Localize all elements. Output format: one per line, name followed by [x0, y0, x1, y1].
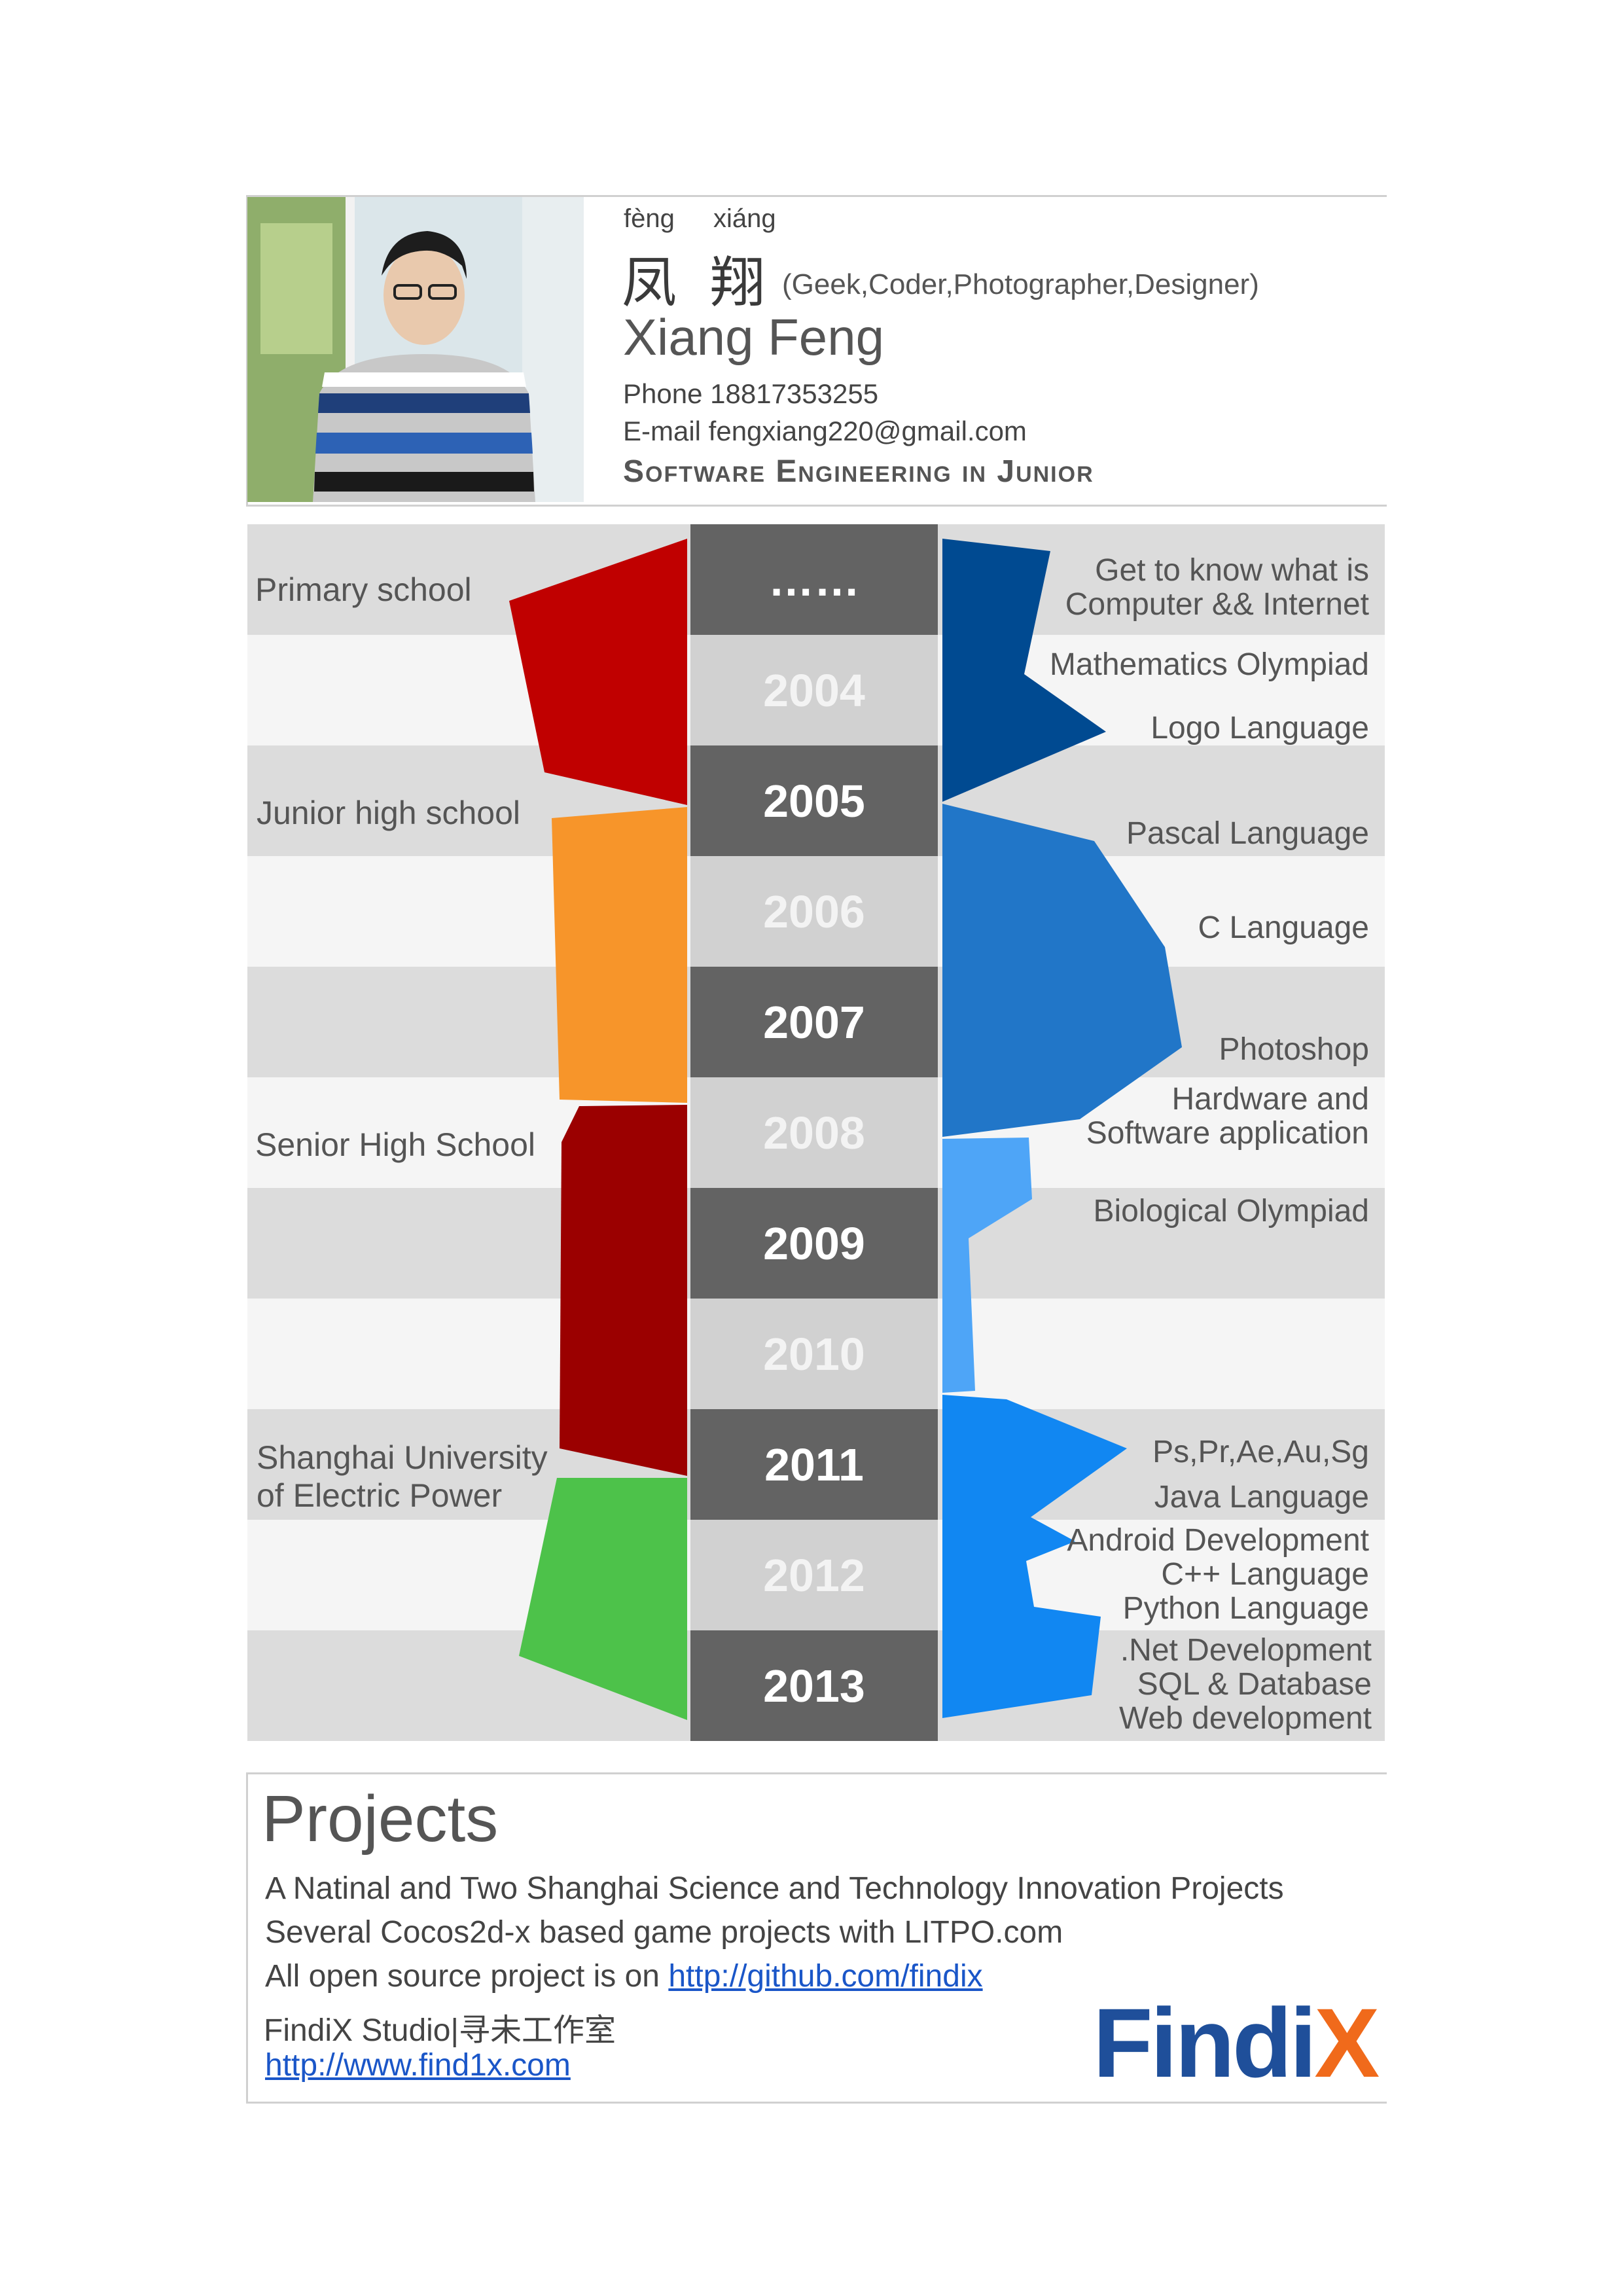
major-text: Software Engineering in Junior	[623, 454, 1094, 489]
education-label: Shanghai University of Electric Power	[257, 1439, 548, 1514]
year-cell: 2004	[690, 635, 938, 745]
education-shape-senior	[560, 1105, 687, 1476]
skill-label: Pascal Language	[1126, 816, 1369, 851]
skill-label: Biological Olympiad	[1093, 1194, 1369, 1229]
portrait-image	[247, 197, 584, 502]
name-cn-1: 凤	[622, 251, 677, 315]
logo-left: Findi	[1093, 1988, 1317, 2098]
skill-label: Java Language	[1154, 1480, 1369, 1515]
year-cell: 2006	[690, 856, 938, 967]
year-cell: 2005	[690, 745, 938, 856]
year-cell: ……	[690, 524, 938, 635]
github-line: All open source project is on http://git…	[265, 1958, 983, 1994]
year-cell: 2013	[690, 1630, 938, 1741]
skill-label: Mathematics Olympiad	[1049, 647, 1369, 682]
education-label: Primary school	[255, 571, 472, 608]
phone-text: Phone 18817353255	[623, 378, 879, 409]
project-line: Several Cocos2d-x based game projects wi…	[265, 1915, 1063, 1950]
logo-right: X	[1314, 1988, 1380, 2098]
education-label: Senior High School	[255, 1126, 536, 1163]
projects-section	[246, 1772, 1387, 2104]
year-cell: 2012	[690, 1520, 938, 1630]
pinyin-2: xiáng	[713, 204, 776, 233]
skill-label: Photoshop	[1219, 1032, 1369, 1067]
skill-shape-bio	[942, 1138, 1032, 1393]
skill-shape-middle	[942, 804, 1182, 1137]
year-cell: 2011	[690, 1409, 938, 1520]
year-cell: 2009	[690, 1188, 938, 1299]
skill-label: C Language	[1198, 910, 1369, 945]
roles-text: (Geek,Coder,Photographer,Designer)	[782, 268, 1259, 300]
skill-shape-early	[942, 539, 1106, 802]
pinyin-1: fèng	[624, 204, 675, 233]
project-line: A Natinal and Two Shanghai Science and T…	[265, 1871, 1284, 1906]
name-cn-2: 翔	[710, 251, 766, 315]
projects-title: Projects	[262, 1782, 499, 1856]
skill-label: .Net Development SQL & Database Web deve…	[1118, 1633, 1372, 1736]
skill-label: Ps,Pr,Ae,Au,Sg	[1152, 1435, 1369, 1469]
education-shape-junior	[552, 807, 687, 1103]
github-link[interactable]: http://github.com/findix	[668, 1959, 983, 1994]
github-prefix: All open source project is on	[265, 1959, 669, 1994]
education-label: Junior high school	[257, 795, 521, 831]
email-text: E-mail fengxiang220@gmail.com	[623, 416, 1027, 446]
education-shape-primary	[509, 539, 687, 805]
profile-header	[246, 195, 1387, 507]
studio-text: FindiX Studio|寻未工作室	[264, 2013, 616, 2048]
year-cell: 2010	[690, 1299, 938, 1409]
site-link[interactable]: http://www.find1x.com	[265, 2047, 571, 2083]
findix-logo: FindiX	[1093, 1986, 1380, 2100]
skill-shape-university	[942, 1395, 1127, 1718]
skill-label: Get to know what is Computer && Internet	[1065, 553, 1369, 622]
skill-label: Android Development C++ Language Python …	[1067, 1523, 1369, 1626]
skill-label: Logo Language	[1150, 711, 1369, 745]
profile-photo	[247, 197, 584, 502]
year-cell: 2007	[690, 967, 938, 1077]
year-cell: 2008	[690, 1077, 938, 1188]
site-link-text[interactable]: http://www.find1x.com	[265, 2048, 571, 2083]
education-shape-university	[519, 1478, 687, 1720]
skill-label: Hardware and Software application	[1086, 1082, 1369, 1151]
name-english: Xiang Feng	[623, 308, 884, 366]
